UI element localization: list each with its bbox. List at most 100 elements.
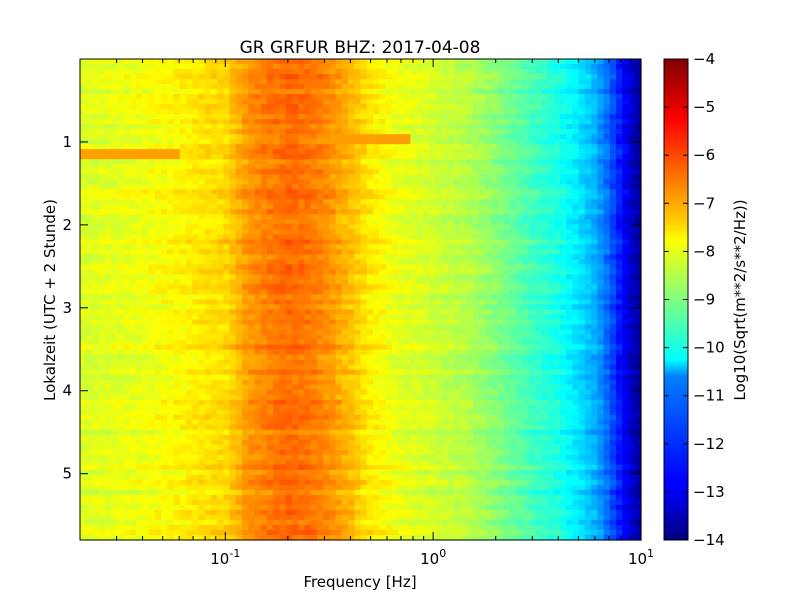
heatmap-cell [123, 149, 131, 155]
heatmap-cell [360, 224, 368, 230]
heatmap-cell [503, 124, 511, 130]
heatmap-cell [136, 109, 143, 115]
heatmap-cell [154, 69, 162, 75]
heatmap-cell [248, 149, 256, 155]
heatmap-cell [541, 199, 549, 205]
heatmap-cell [429, 149, 436, 155]
heatmap-cell [404, 119, 411, 125]
heatmap-cell [379, 274, 387, 281]
heatmap-cell [547, 274, 555, 281]
heatmap-cell [510, 89, 517, 95]
heatmap-cell [273, 129, 281, 135]
heatmap-cell [179, 244, 187, 250]
heatmap-cell [497, 229, 505, 235]
heatmap-cell [235, 179, 243, 185]
heatmap-cell [291, 224, 299, 230]
heatmap-cell [117, 199, 125, 205]
heatmap-cell [335, 154, 343, 160]
heatmap-cell [310, 264, 318, 271]
heatmap-cell [167, 144, 175, 150]
heatmap-cell [254, 274, 262, 281]
heatmap-cell [391, 84, 399, 90]
heatmap-cell [335, 274, 343, 281]
heatmap-cell [210, 284, 218, 291]
heatmap-cell [553, 234, 561, 240]
heatmap-cell [628, 179, 636, 185]
heatmap-cell [372, 169, 380, 175]
heatmap-cell [447, 279, 455, 286]
heatmap-cell [609, 149, 617, 155]
heatmap-cell [123, 84, 131, 90]
heatmap-cell [454, 99, 461, 105]
heatmap-cell [179, 234, 187, 240]
heatmap-cell [535, 259, 542, 266]
heatmap-cell [404, 154, 411, 160]
heatmap-cell [279, 89, 287, 95]
heatmap-cell [148, 249, 156, 256]
heatmap-cell [410, 329, 418, 336]
heatmap-cell [235, 219, 243, 225]
heatmap-cell [385, 119, 393, 125]
heatmap-cell [123, 244, 131, 250]
heatmap-cell [185, 184, 193, 190]
heatmap-cell [578, 239, 586, 245]
heatmap-cell [478, 294, 486, 301]
heatmap-cell [248, 194, 256, 200]
heatmap-cell [310, 199, 318, 205]
heatmap-cell [603, 259, 611, 266]
heatmap-cell [123, 109, 131, 115]
heatmap-cell [429, 219, 436, 225]
heatmap-cell [117, 204, 125, 210]
heatmap-cell [298, 304, 305, 311]
heatmap-cell [366, 224, 374, 230]
heatmap-cell [86, 149, 94, 155]
heatmap-cell [591, 229, 598, 235]
heatmap-cell [267, 144, 274, 150]
heatmap-cell [603, 184, 611, 190]
heatmap-cell [142, 314, 150, 321]
heatmap-cell [559, 149, 567, 155]
heatmap-cell [466, 69, 474, 75]
heatmap-cell [516, 244, 524, 250]
heatmap-cell [279, 139, 287, 145]
heatmap-cell [198, 224, 206, 230]
heatmap-cell [528, 249, 536, 256]
heatmap-cell [254, 264, 262, 271]
heatmap-cell [167, 334, 175, 341]
heatmap-cell [553, 169, 561, 175]
heatmap-cell [454, 204, 461, 210]
heatmap-cell [535, 119, 542, 125]
heatmap-cell [129, 284, 137, 291]
heatmap-cell [335, 309, 343, 316]
heatmap-cell [372, 69, 380, 75]
heatmap-cell [491, 249, 499, 256]
heatmap-cell [154, 159, 162, 165]
heatmap-cell [603, 134, 611, 140]
heatmap-cell [154, 319, 162, 326]
heatmap-cell [360, 109, 368, 115]
heatmap-cell [161, 84, 168, 90]
heatmap-cell [584, 94, 592, 100]
heatmap-cell [192, 229, 200, 235]
heatmap-cell [485, 89, 492, 95]
heatmap-cell [98, 329, 106, 336]
heatmap-cell [316, 59, 324, 65]
heatmap-cell [335, 199, 343, 205]
heatmap-cell [154, 74, 162, 80]
heatmap-cell [304, 334, 312, 341]
heatmap-cell [522, 59, 530, 65]
heatmap-cell [435, 234, 443, 240]
heatmap-cell [198, 209, 206, 215]
heatmap-cell [454, 59, 461, 65]
heatmap-cell [136, 324, 143, 331]
heatmap-cell [123, 184, 131, 190]
heatmap-cell [391, 144, 399, 150]
heatmap-cell [298, 59, 305, 65]
heatmap-cell [229, 304, 237, 311]
heatmap-cell [566, 224, 574, 230]
heatmap-cell [179, 164, 187, 170]
heatmap-cell [385, 199, 393, 205]
heatmap-cell [497, 144, 505, 150]
heatmap-cell [273, 224, 281, 230]
heatmap-cell [154, 99, 162, 105]
